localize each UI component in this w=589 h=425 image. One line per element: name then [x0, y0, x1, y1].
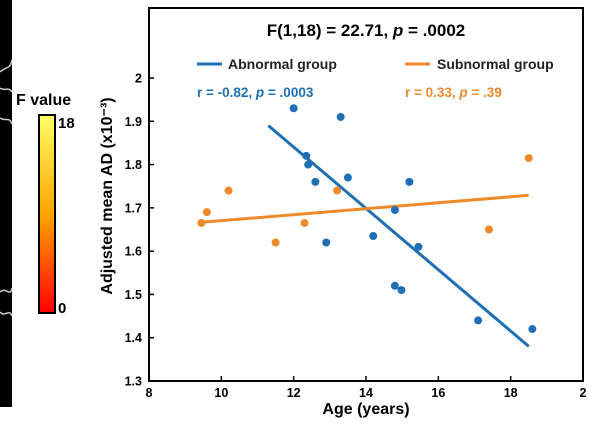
x-tick-label: 16: [431, 386, 445, 400]
point-abnormal: [343, 173, 352, 182]
y-tick-label: 1.5: [125, 288, 142, 302]
colorbar-max-label: 18: [58, 115, 75, 132]
colorbar-min-label: 0: [58, 300, 66, 317]
y-tick-label: 1.4: [125, 331, 142, 345]
point-abnormal: [528, 325, 537, 334]
y-axis-label: Adjusted mean AD (x10⁻³): [99, 97, 116, 294]
brain-slice-decoration: [0, 59, 13, 317]
y-tick-label: 2: [135, 72, 142, 86]
plot-frame: [148, 7, 584, 382]
colorbar-gradient: [38, 114, 56, 314]
point-abnormal: [302, 151, 311, 160]
axis-ticks: 8 10 12 14 16 18 2 1.3 1.4 1.5 1.6 1.7 1.8 1.9 2: [125, 72, 587, 401]
point-subnormal: [300, 219, 309, 228]
fit-line-abnormal: [267, 124, 530, 348]
y-tick-label: 1.8: [125, 158, 142, 172]
brain-image-strip: [0, 0, 12, 407]
point-abnormal: [311, 177, 320, 186]
chart-title: F(1,18) = 22.71, p = .0002: [267, 21, 465, 40]
point-subnormal: [224, 186, 233, 195]
fit-line-subnormal: [203, 193, 529, 224]
point-subnormal: [524, 154, 533, 163]
colorbar-title: F value: [16, 92, 71, 109]
point-abnormal: [322, 238, 331, 247]
stat-abnormal: r = -0.82, p = .0003: [197, 85, 314, 100]
data-points: [197, 104, 537, 334]
fit-lines: [203, 124, 530, 348]
point-abnormal: [390, 206, 399, 215]
y-tick-label: 1.6: [125, 245, 142, 259]
point-abnormal: [405, 177, 414, 186]
point-abnormal: [474, 316, 483, 325]
point-subnormal: [197, 219, 206, 228]
x-tick-label: 18: [504, 386, 518, 400]
stat-subnormal: r = 0.33, p = .39: [405, 85, 502, 100]
x-tick-label: 2: [580, 386, 587, 400]
point-abnormal: [390, 281, 399, 290]
point-abnormal: [336, 112, 345, 121]
point-abnormal: [304, 160, 313, 169]
point-abnormal: [289, 104, 298, 113]
point-subnormal: [271, 238, 280, 247]
x-axis-label: Age (years): [322, 401, 409, 418]
legend-label-subnormal: Subnormal group: [437, 56, 554, 72]
x-tick-label: 14: [359, 386, 373, 400]
legend: Abnormal group Subnormal group: [197, 56, 554, 72]
point-subnormal: [484, 225, 493, 234]
y-tick-label: 1.7: [125, 201, 142, 215]
point-abnormal: [414, 242, 423, 251]
point-abnormal: [397, 286, 406, 295]
point-abnormal: [369, 231, 378, 240]
point-subnormal: [202, 208, 211, 217]
x-tick-label: 8: [146, 386, 153, 400]
x-tick-label: 10: [214, 386, 228, 400]
y-tick-label: 1.9: [125, 115, 142, 129]
point-subnormal: [333, 186, 342, 195]
x-tick-label: 12: [287, 386, 301, 400]
y-tick-label: 1.3: [125, 375, 142, 389]
legend-label-abnormal: Abnormal group: [228, 56, 337, 72]
